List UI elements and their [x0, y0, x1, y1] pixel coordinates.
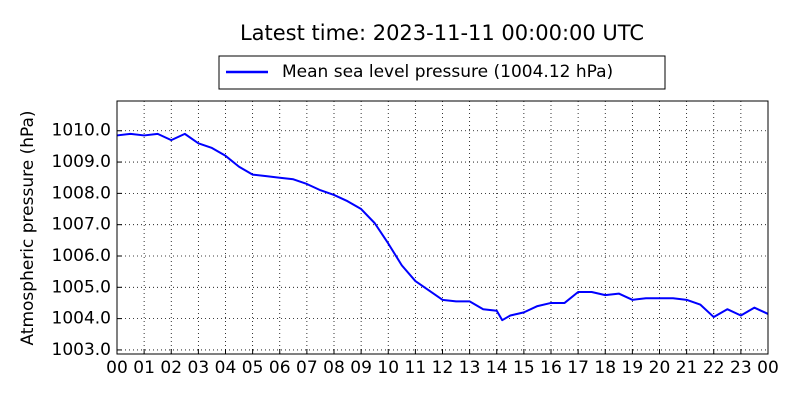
legend-label: Mean sea level pressure (1004.12 hPa): [282, 62, 613, 82]
x-tick-label: 20: [649, 358, 671, 378]
y-tick-label: 1010.0: [52, 121, 111, 141]
x-tick-label: 05: [242, 358, 264, 378]
y-tick-label: 1005.0: [52, 277, 111, 297]
y-tick-label: 1006.0: [52, 246, 111, 266]
x-tick-label: 13: [459, 358, 481, 378]
x-tick-label: 22: [703, 358, 725, 378]
x-tick-label: 01: [133, 358, 155, 378]
x-tick-label: 04: [215, 358, 237, 378]
x-tick-label: 21: [676, 358, 698, 378]
y-tick-label: 1003.0: [52, 340, 111, 360]
y-tick-label: 1009.0: [52, 152, 111, 172]
y-axis-label: Atmospheric pressure (hPa): [18, 110, 38, 345]
x-tick-label: 19: [622, 358, 644, 378]
x-tick-label: 02: [160, 358, 182, 378]
x-tick-label: 23: [730, 358, 752, 378]
data-line: [116, 132, 769, 322]
x-tick-label: 09: [350, 358, 372, 378]
x-tick-label: 12: [432, 358, 454, 378]
x-tick-label: 16: [540, 358, 562, 378]
legend-box: [218, 55, 666, 90]
x-tick-label: 11: [405, 358, 427, 378]
x-tick-label: 07: [296, 358, 318, 378]
x-tick-label: 15: [513, 358, 535, 378]
x-tick-label: 17: [567, 358, 589, 378]
y-tick-label: 1008.0: [52, 183, 111, 203]
x-tick-label: 18: [594, 358, 616, 378]
x-tick-label: 06: [269, 358, 291, 378]
x-tick-label: 03: [188, 358, 210, 378]
chart-title: Latest time: 2023-11-11 00:00:00 UTC: [240, 21, 644, 45]
x-tick-label: 00: [106, 358, 128, 378]
x-tick-label: 10: [377, 358, 399, 378]
y-tick-label: 1007.0: [52, 215, 111, 235]
plot-frame: [116, 100, 769, 355]
x-tick-label: 14: [486, 358, 508, 378]
x-tick-label: 08: [323, 358, 345, 378]
y-tick-label: 1004.0: [52, 309, 111, 329]
x-tick-label: 00: [757, 358, 779, 378]
